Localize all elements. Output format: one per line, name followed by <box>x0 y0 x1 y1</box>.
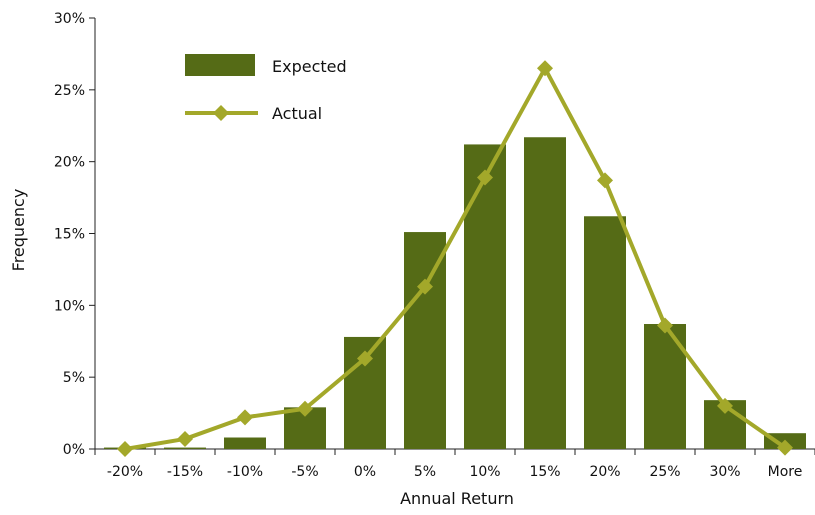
y-axis: 0% 5% 10% 15% 20% 25% 30% <box>54 11 96 458</box>
x-tick-label: -5% <box>291 464 318 480</box>
point-actual <box>177 430 193 447</box>
x-tick-label: 25% <box>649 464 680 480</box>
y-tick-label: 5% <box>63 370 85 386</box>
point-actual <box>477 169 493 186</box>
point-actual <box>417 278 433 295</box>
bar-expected <box>524 137 566 449</box>
y-tick-label: 20% <box>54 155 85 171</box>
bar-expected <box>164 447 206 449</box>
y-tick-label: 0% <box>63 442 85 458</box>
point-actual <box>297 400 313 417</box>
bar-expected <box>584 216 626 449</box>
point-actual <box>597 172 613 189</box>
bar-expected <box>224 437 266 449</box>
point-actual <box>777 439 793 456</box>
legend-label-actual: Actual <box>272 104 322 123</box>
x-tick-label: 20% <box>589 464 620 480</box>
y-tick-label: 15% <box>54 227 85 243</box>
x-tick-label: More <box>768 464 803 480</box>
line-actual <box>124 66 787 451</box>
legend-label-expected: Expected <box>272 57 347 76</box>
x-tick-label: 10% <box>469 464 500 480</box>
y-tick-label: 25% <box>54 83 85 99</box>
x-tick-label: 15% <box>529 464 560 480</box>
bar-series-expected <box>104 137 806 449</box>
y-axis-title: Frequency <box>9 189 28 272</box>
point-actual <box>117 441 133 457</box>
point-actual <box>537 60 553 77</box>
x-tick-label: 30% <box>709 464 740 480</box>
x-tick-label: 5% <box>414 464 436 480</box>
x-tick-label: -20% <box>107 464 143 480</box>
line-series-actual <box>117 60 793 457</box>
point-actual <box>237 409 253 426</box>
point-actual <box>357 350 373 367</box>
y-tick-label: 10% <box>54 298 85 314</box>
legend-marker-actual <box>213 105 229 121</box>
x-tick-label: -15% <box>167 464 203 480</box>
bar-expected <box>404 232 446 449</box>
legend: Expected Actual <box>185 54 347 123</box>
y-tick-label: 30% <box>54 11 85 27</box>
x-axis-title: Annual Return <box>400 489 514 508</box>
bar-expected <box>464 144 506 449</box>
point-actual <box>657 317 673 334</box>
point-actual <box>717 397 733 414</box>
x-tick-label: 0% <box>354 464 376 480</box>
x-axis: -20% -15% -10% -5% 0% 5% 10% 15% 20% 25% 30% More <box>94 448 815 480</box>
x-tick-label: -10% <box>227 464 263 480</box>
legend-swatch-expected <box>185 54 255 76</box>
